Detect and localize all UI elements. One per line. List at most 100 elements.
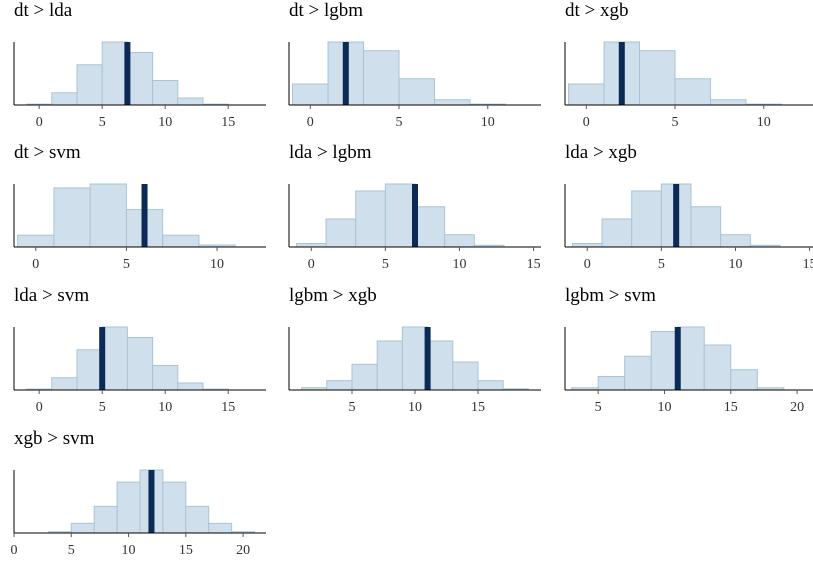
x-tick-label: 10 <box>657 400 671 415</box>
histogram-bar <box>162 234 200 248</box>
x-tick-label: 10 <box>158 400 172 415</box>
histogram-chart: 0 5 10 <box>564 41 813 130</box>
x-tick-label: 0 <box>307 115 314 130</box>
panel-title: dt > svm <box>14 142 81 163</box>
observed-value-marker <box>124 42 131 105</box>
histogram-chart: 0 5 10 <box>13 183 266 272</box>
panel-lda-lgbm: lda > lgbm 0 5 10 15 <box>288 142 549 277</box>
x-tick-label: 20 <box>236 543 250 558</box>
observed-value-marker <box>148 470 155 533</box>
histogram-bar <box>477 380 504 391</box>
histogram-bar <box>624 355 652 391</box>
histogram-bar <box>434 99 471 106</box>
x-tick-label: 5 <box>99 400 106 415</box>
histogram-bar <box>730 369 758 391</box>
panel-lgbm-xgb: lgbm > xgb 5 10 15 <box>288 285 549 420</box>
panel-xgb-svm: xgb > svm 0 5 10 15 20 <box>11 428 274 563</box>
histogram-bar <box>152 80 179 106</box>
observed-value-marker <box>618 42 625 105</box>
x-tick-label: 10 <box>757 115 771 130</box>
x-tick-label: 10 <box>210 257 224 272</box>
histogram-bar <box>325 218 357 248</box>
histogram-bar <box>177 382 204 391</box>
x-tick-label: 10 <box>122 543 136 558</box>
x-tick-label: 0 <box>11 543 18 558</box>
histogram-bar <box>51 92 78 106</box>
panel-title: lda > svm <box>14 285 90 306</box>
histogram-bar <box>720 234 751 248</box>
x-tick-label: 5 <box>99 115 106 130</box>
histogram-bar <box>597 376 626 391</box>
panel-title: lgbm > xgb <box>289 285 377 306</box>
histogram-bar <box>351 363 378 391</box>
histogram-bar <box>398 78 436 106</box>
histogram-bar <box>674 78 712 106</box>
x-tick-label: 15 <box>179 543 193 558</box>
panel-title: xgb > svm <box>14 428 95 449</box>
histogram-bar <box>690 206 722 248</box>
histogram-bar <box>152 365 179 391</box>
histogram-bar <box>76 349 103 391</box>
histogram-bar <box>452 361 479 391</box>
histogram-bar <box>427 340 454 391</box>
histogram-bar <box>571 243 603 248</box>
x-tick-label: 10 <box>408 400 422 415</box>
x-tick-label: 15 <box>724 400 738 415</box>
histogram-bar <box>89 183 127 248</box>
histogram-bar <box>703 344 732 391</box>
observed-value-marker <box>674 327 681 390</box>
histogram-bar <box>70 522 95 534</box>
histogram-bar <box>601 218 633 248</box>
histogram-bar <box>384 183 416 248</box>
x-tick-label: 0 <box>584 257 591 272</box>
histogram-bar <box>376 340 403 391</box>
histogram-chart: 0 5 10 15 <box>13 41 266 130</box>
x-tick-label: 20 <box>790 400 804 415</box>
histogram-bar <box>208 522 233 534</box>
histogram-chart: 5 10 15 20 <box>564 326 813 415</box>
panel-title: dt > xgb <box>565 0 629 21</box>
x-tick-label: 15 <box>803 257 813 272</box>
x-tick-label: 15 <box>221 115 235 130</box>
x-tick-label: 10 <box>452 257 466 272</box>
histogram-bar <box>363 50 400 106</box>
x-tick-label: 5 <box>658 257 665 272</box>
observed-value-marker <box>673 184 680 247</box>
histogram-bar <box>93 505 118 534</box>
histogram-bar <box>568 83 605 106</box>
x-tick-label: 0 <box>583 115 590 130</box>
x-tick-label: 5 <box>123 257 130 272</box>
x-tick-label: 5 <box>396 115 403 130</box>
panel-title: lgbm > svm <box>565 285 656 306</box>
histogram-bar <box>17 234 55 248</box>
panel-lda-xgb: lda > xgb 0 5 10 15 <box>564 142 813 277</box>
x-tick-label: 15 <box>527 257 541 272</box>
panel-dt-lgbm: dt > lgbm 0 5 10 <box>288 0 549 135</box>
panel-lgbm-svm: lgbm > svm 5 10 15 20 <box>564 285 813 420</box>
panel-title: dt > lgbm <box>289 0 364 21</box>
x-tick-label: 0 <box>32 257 39 272</box>
x-tick-label: 10 <box>481 115 495 130</box>
histogram-bar <box>326 380 353 391</box>
panel-title: dt > lda <box>14 0 73 21</box>
observed-value-marker <box>342 42 349 105</box>
panel-lda-svm: lda > svm 0 5 10 15 <box>13 285 274 420</box>
x-tick-label: 15 <box>471 400 485 415</box>
histogram-chart: 0 5 10 15 20 <box>11 469 266 558</box>
histogram-bar <box>414 206 446 248</box>
histogram-bar <box>401 326 429 391</box>
histogram-bar <box>292 83 329 106</box>
histogram-bar <box>650 331 679 391</box>
histogram-bar <box>53 187 91 248</box>
histogram-bar <box>76 64 103 106</box>
x-tick-label: 10 <box>728 257 742 272</box>
histogram-bar <box>116 481 141 534</box>
histogram-bar <box>162 481 187 534</box>
histogram-bar <box>185 505 210 534</box>
histogram-bar <box>677 326 705 391</box>
histogram-bar <box>444 234 475 248</box>
x-tick-label: 0 <box>36 400 43 415</box>
histogram-bar <box>355 190 386 248</box>
x-tick-label: 5 <box>595 400 602 415</box>
